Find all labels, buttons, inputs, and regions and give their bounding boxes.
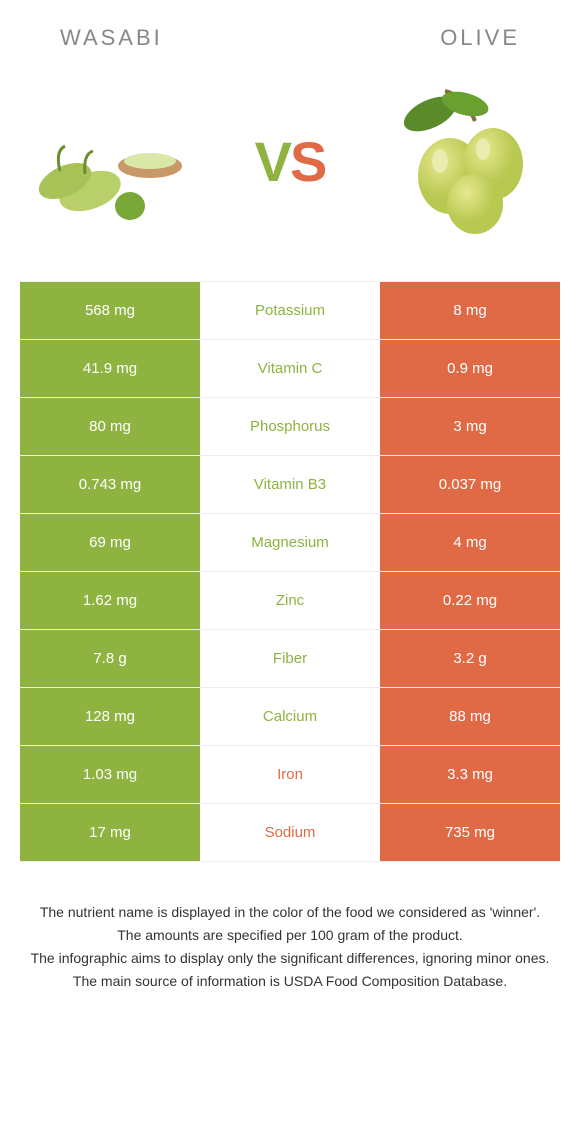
table-row: 0.743 mgVitamin B30.037 mg [20, 456, 560, 514]
left-value: 1.62 mg [20, 572, 200, 629]
right-value: 8 mg [380, 282, 560, 339]
wasabi-icon [30, 81, 210, 241]
right-value: 0.9 mg [380, 340, 560, 397]
nutrient-label: Vitamin C [200, 340, 380, 397]
left-value: 17 mg [20, 804, 200, 861]
footer-notes: The nutrient name is displayed in the co… [20, 902, 560, 992]
left-value: 69 mg [20, 514, 200, 571]
table-row: 1.03 mgIron3.3 mg [20, 746, 560, 804]
right-value: 88 mg [380, 688, 560, 745]
left-value: 41.9 mg [20, 340, 200, 397]
vs-letter-s: S [290, 130, 325, 193]
footer-line: The main source of information is USDA F… [30, 971, 550, 992]
right-food-title: OLIVE [440, 25, 520, 51]
nutrient-label: Zinc [200, 572, 380, 629]
footer-line: The amounts are specified per 100 gram o… [30, 925, 550, 946]
right-value: 3 mg [380, 398, 560, 455]
table-row: 41.9 mgVitamin C0.9 mg [20, 340, 560, 398]
header: WASABI OLIVE [20, 10, 560, 61]
left-value: 1.03 mg [20, 746, 200, 803]
infographic-container: WASABI OLIVE VS [0, 0, 580, 1004]
right-value: 3.3 mg [380, 746, 560, 803]
table-row: 1.62 mgZinc0.22 mg [20, 572, 560, 630]
right-value: 3.2 g [380, 630, 560, 687]
left-value: 7.8 g [20, 630, 200, 687]
left-value: 128 mg [20, 688, 200, 745]
hero-illustration: VS [20, 71, 560, 251]
nutrient-label: Calcium [200, 688, 380, 745]
right-value: 735 mg [380, 804, 560, 861]
right-value: 0.22 mg [380, 572, 560, 629]
table-row: 80 mgPhosphorus3 mg [20, 398, 560, 456]
left-value: 80 mg [20, 398, 200, 455]
footer-line: The infographic aims to display only the… [30, 948, 550, 969]
nutrient-label: Potassium [200, 282, 380, 339]
nutrient-label: Sodium [200, 804, 380, 861]
nutrient-label: Phosphorus [200, 398, 380, 455]
footer-line: The nutrient name is displayed in the co… [30, 902, 550, 923]
nutrient-label: Magnesium [200, 514, 380, 571]
left-value: 568 mg [20, 282, 200, 339]
left-food-title: WASABI [60, 25, 163, 51]
olive-icon [370, 81, 550, 241]
vs-badge: VS [255, 129, 326, 194]
table-row: 69 mgMagnesium4 mg [20, 514, 560, 572]
right-value: 0.037 mg [380, 456, 560, 513]
right-value: 4 mg [380, 514, 560, 571]
left-value: 0.743 mg [20, 456, 200, 513]
table-row: 568 mgPotassium8 mg [20, 282, 560, 340]
comparison-table: 568 mgPotassium8 mg41.9 mgVitamin C0.9 m… [20, 281, 560, 862]
nutrient-label: Fiber [200, 630, 380, 687]
table-row: 128 mgCalcium88 mg [20, 688, 560, 746]
nutrient-label: Iron [200, 746, 380, 803]
vs-letter-v: V [255, 130, 290, 193]
table-row: 7.8 gFiber3.2 g [20, 630, 560, 688]
table-row: 17 mgSodium735 mg [20, 804, 560, 862]
nutrient-label: Vitamin B3 [200, 456, 380, 513]
